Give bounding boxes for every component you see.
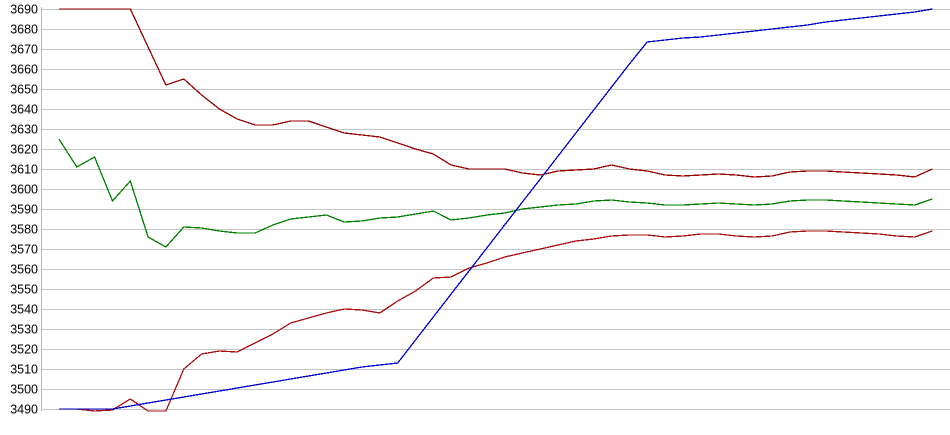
y-tick-label: 3580 (10, 223, 38, 237)
upper-dark-red-line (59, 8, 933, 178)
y-tick-label: 3630 (10, 123, 38, 137)
y-tick-label: 3650 (10, 83, 38, 97)
y-tick-label: 3550 (10, 283, 38, 297)
y-tick-label: 3590 (10, 203, 38, 217)
y-tick-label: 3530 (10, 323, 38, 337)
y-tick-label: 3570 (10, 243, 38, 257)
y-tick-label: 3560 (10, 263, 38, 277)
green-line (58, 138, 933, 248)
y-tick-label: 3690 (10, 3, 38, 17)
y-tick-label: 3680 (10, 23, 38, 37)
lower-red-line (76, 230, 933, 412)
y-tick-label: 3620 (10, 143, 38, 157)
y-tick-label: 3540 (10, 303, 38, 317)
y-tick-label: 3500 (10, 383, 38, 397)
y-tick-label: 3510 (10, 363, 38, 377)
y-tick-label: 3640 (10, 103, 38, 117)
y-tick-label: 3600 (10, 183, 38, 197)
y-tick-label: 3610 (10, 163, 38, 177)
y-tick-label: 3660 (10, 63, 38, 77)
y-tick-label: 3520 (10, 343, 38, 357)
blue-line (59, 8, 933, 410)
y-tick-label: 3490 (10, 403, 38, 417)
y-tick-label: 3670 (10, 43, 38, 57)
